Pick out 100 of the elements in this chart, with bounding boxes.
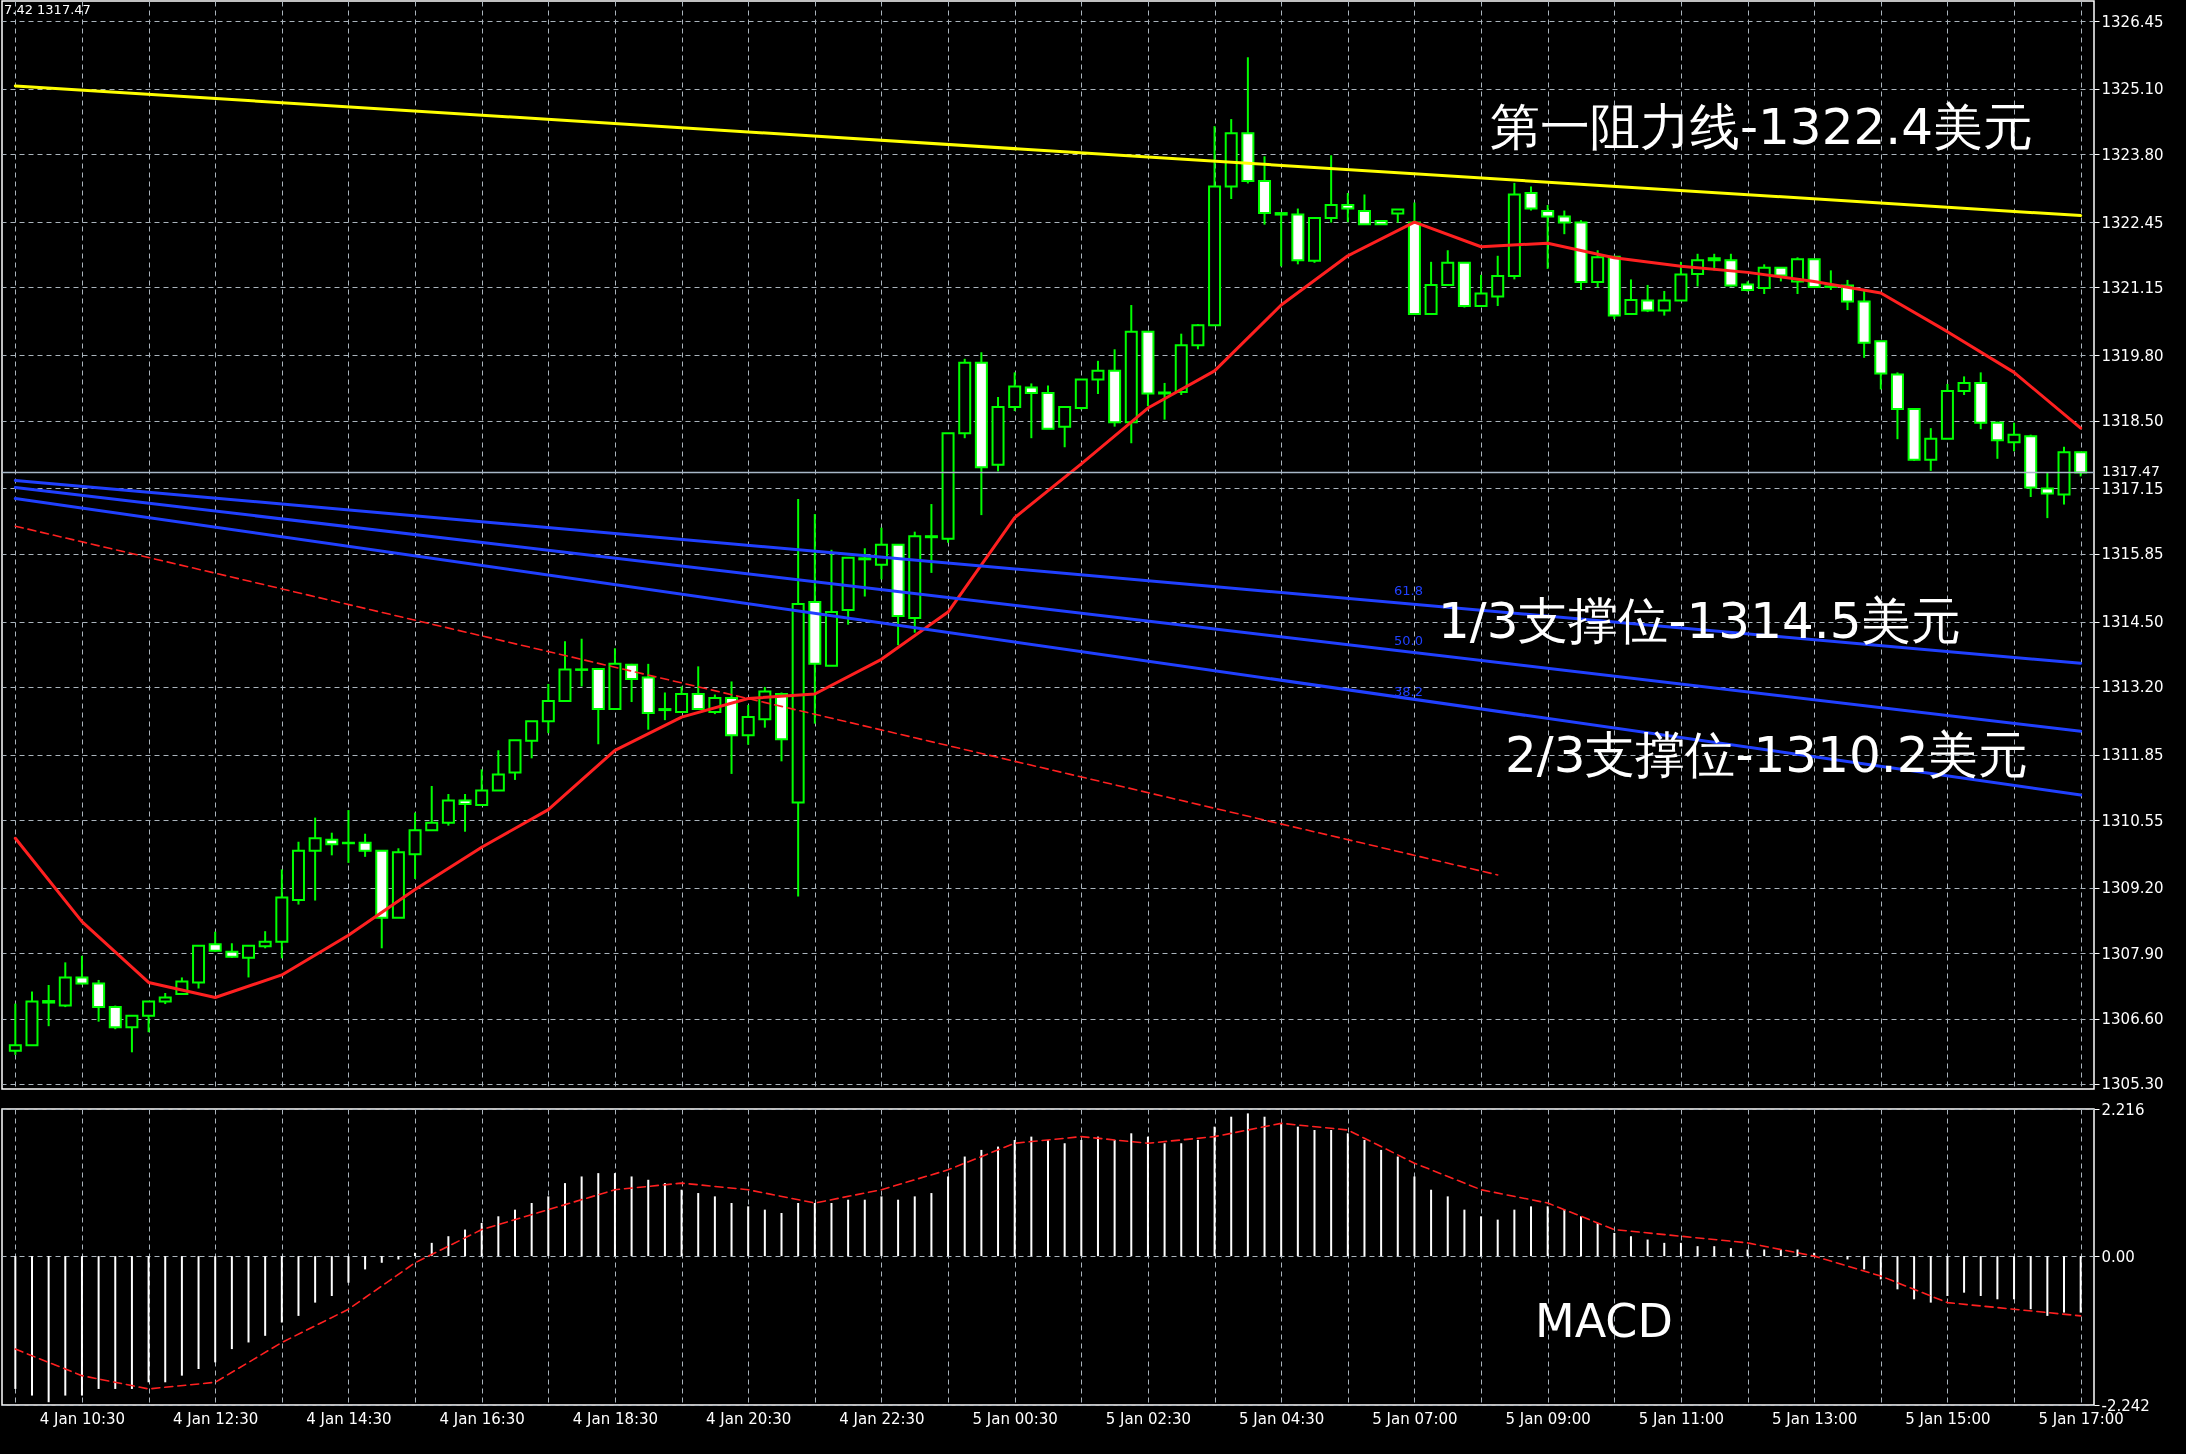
bar: [2029, 1256, 2032, 1310]
candlestick: [675, 685, 689, 714]
bar: [913, 1196, 916, 1257]
bar: [1896, 1256, 1899, 1290]
bar: [547, 1196, 550, 1257]
candlestick: [358, 832, 372, 858]
x-tick-label: 5 Jan 09:00: [1505, 1409, 1591, 1428]
candlestick: [8, 1002, 22, 1056]
candlestick: [325, 831, 339, 857]
y-tick-label: 1309.20: [2101, 879, 2164, 898]
candlestick: [1624, 278, 1638, 316]
bar: [330, 1256, 333, 1296]
bar: [1946, 1256, 1949, 1296]
bar: [480, 1222, 483, 1257]
candlestick: [1324, 154, 1338, 224]
bar: [1096, 1136, 1099, 1257]
candlestick: [1557, 209, 1571, 236]
y-tick-label: 1318.50: [2101, 412, 2164, 431]
bar: [1546, 1206, 1549, 1257]
candlestick: [142, 1000, 156, 1034]
x-tick-label: 5 Jan 02:30: [1105, 1409, 1192, 1428]
bar: [247, 1256, 250, 1343]
bar: [364, 1256, 367, 1270]
candlestick: [42, 983, 56, 1028]
bar: [1696, 1246, 1699, 1257]
bar: [447, 1236, 450, 1257]
bar: [264, 1256, 267, 1336]
candlestick: [441, 793, 455, 827]
candlestick: [308, 816, 322, 902]
bar: [147, 1256, 150, 1383]
bar: [563, 1183, 566, 1257]
bar: [1246, 1113, 1249, 1257]
y-tick-label: 1323.80: [2101, 145, 2164, 164]
candlestick: [691, 665, 705, 711]
candlestick: [1024, 382, 1038, 440]
bar: [630, 1176, 633, 1257]
bar: [214, 1256, 217, 1363]
bar: [1563, 1209, 1566, 1257]
candlestick: [1441, 249, 1455, 286]
annotation: MACD: [1535, 1294, 1673, 1348]
bar: [464, 1229, 467, 1257]
bar: [1063, 1143, 1066, 1257]
x-tick-label: 4 Jan 18:30: [572, 1409, 659, 1428]
y-tick-label: 1321.15: [2101, 278, 2164, 297]
series-label: 61.8: [1394, 583, 1423, 598]
candlestick: [458, 793, 472, 833]
bar: [314, 1256, 317, 1303]
bar: [1480, 1216, 1483, 1257]
bar: [130, 1256, 133, 1389]
bar: [1296, 1126, 1299, 1257]
bar: [2063, 1256, 2066, 1313]
x-tick-label: 5 Jan 00:30: [972, 1409, 1058, 1428]
bar: [930, 1193, 933, 1257]
bar: [1496, 1219, 1499, 1257]
bar: [1230, 1116, 1233, 1257]
bar: [1363, 1139, 1366, 1257]
candlestick: [1990, 420, 2004, 460]
bar: [747, 1206, 750, 1257]
line-series: [13, 220, 2083, 1000]
bar: [997, 1146, 1000, 1257]
candlestick: [575, 637, 589, 688]
bar: [1163, 1143, 1166, 1257]
candlestick: [858, 547, 872, 598]
bar: [1530, 1206, 1533, 1257]
bar: [1396, 1156, 1399, 1257]
candlestick: [1491, 254, 1505, 308]
candlestick: [2074, 451, 2088, 478]
y-tick-label: 1319.80: [2101, 346, 2164, 365]
candlestick: [425, 784, 439, 832]
bar: [830, 1203, 833, 1257]
y-tick-label: 0.00: [2101, 1247, 2135, 1266]
y-tick-label: 1315.85: [2101, 545, 2164, 564]
bar: [1380, 1149, 1383, 1257]
bar: [947, 1176, 950, 1257]
bar: [1346, 1133, 1349, 1257]
y-tick-label: 1325.10: [2101, 80, 2164, 99]
x-tick-label: 4 Jan 12:30: [172, 1409, 259, 1428]
x-tick-label: 5 Jan 11:00: [1638, 1409, 1725, 1428]
series-label: 50.0: [1394, 633, 1423, 648]
series-label: 38.2: [1394, 684, 1423, 699]
x-tick-label: 4 Jan 10:30: [39, 1409, 126, 1428]
bar: [1746, 1249, 1749, 1257]
bar: [797, 1203, 800, 1257]
bar: [1280, 1123, 1283, 1257]
bar: [514, 1209, 517, 1257]
bar: [580, 1176, 583, 1257]
candlestick: [658, 691, 672, 722]
y-tick-label: 1307.90: [2101, 944, 2164, 963]
x-tick-label: 5 Jan 04:30: [1238, 1409, 1325, 1428]
bar: [1596, 1222, 1599, 1257]
candlestick: [625, 662, 639, 704]
bar: [1679, 1242, 1682, 1257]
candlestick: [75, 954, 89, 986]
bar: [1113, 1139, 1116, 1257]
bar: [530, 1203, 533, 1257]
bar: [613, 1173, 616, 1257]
candlestick: [1191, 323, 1205, 351]
bar: [1913, 1256, 1916, 1300]
candlestick: [208, 930, 222, 953]
y-tick-label: 1305.30: [2101, 1075, 2164, 1094]
